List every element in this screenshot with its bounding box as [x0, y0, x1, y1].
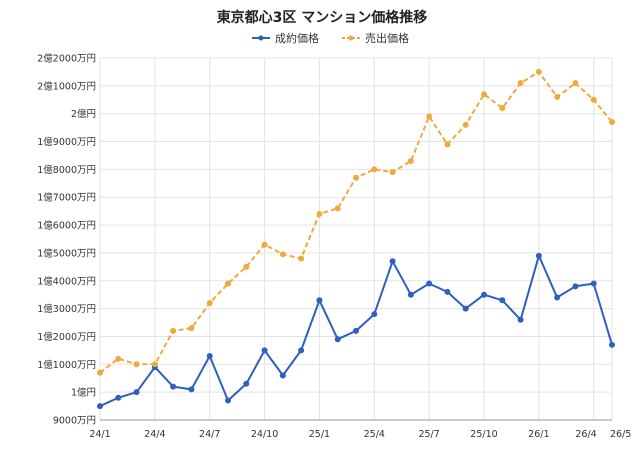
data-point-contract[interactable]	[371, 311, 378, 318]
data-point-contract[interactable]	[517, 316, 524, 323]
legend-marker-contract	[258, 35, 264, 41]
data-point-contract[interactable]	[334, 336, 341, 343]
data-point-listing[interactable]	[334, 205, 341, 212]
data-point-contract[interactable]	[572, 283, 579, 290]
y-tick-label: 1億1000万円	[37, 359, 96, 371]
series-line-listing	[99, 70, 613, 374]
data-point-contract[interactable]	[554, 294, 561, 301]
data-point-contract[interactable]	[609, 341, 615, 348]
y-tick-label: 1億7000万円	[37, 192, 96, 204]
data-point-listing[interactable]	[97, 369, 103, 376]
x-tick-label: 24/10	[251, 429, 278, 440]
data-point-contract[interactable]	[462, 305, 469, 312]
y-tick-label: 1億円	[71, 387, 96, 399]
x-tick-label: 26/1	[528, 429, 549, 440]
data-point-contract[interactable]	[97, 403, 103, 410]
data-point-listing[interactable]	[316, 210, 323, 217]
legend-item-contract[interactable]: 成約価格	[252, 31, 319, 45]
y-tick-label: 1億6000万円	[37, 220, 96, 232]
y-tick-label: 1億5000万円	[37, 247, 96, 259]
data-point-contract[interactable]	[407, 291, 414, 298]
y-tick-label: 1億4000万円	[37, 275, 96, 287]
data-point-listing[interactable]	[535, 68, 542, 75]
data-point-contract[interactable]	[316, 297, 323, 304]
data-point-listing[interactable]	[554, 93, 561, 100]
x-tick-label: 24/4	[144, 429, 165, 440]
data-point-listing[interactable]	[407, 158, 414, 165]
x-tick-label: 24/7	[199, 429, 220, 440]
x-tick-label: 26/4	[575, 429, 596, 440]
data-point-listing[interactable]	[371, 166, 378, 173]
chart-title: 東京都心3区 マンション価格推移	[217, 9, 428, 26]
data-point-contract[interactable]	[261, 347, 268, 354]
data-point-listing[interactable]	[481, 91, 487, 98]
data-point-contract[interactable]	[279, 372, 286, 379]
data-point-contract[interactable]	[298, 347, 305, 354]
data-point-contract[interactable]	[243, 380, 250, 387]
data-point-contract[interactable]	[115, 394, 122, 401]
legend: 成約価格 売出価格	[252, 31, 409, 45]
x-tick-label: 25/4	[364, 429, 385, 440]
data-point-contract[interactable]	[499, 297, 506, 304]
data-point-listing[interactable]	[353, 174, 359, 181]
data-point-listing[interactable]	[590, 96, 597, 103]
data-point-contract[interactable]	[225, 397, 231, 404]
legend-label-listing: 売出価格	[365, 31, 409, 45]
y-tick-label: 2億1000万円	[37, 80, 96, 92]
data-point-listing[interactable]	[298, 255, 305, 262]
legend-label-contract: 成約価格	[275, 31, 319, 45]
data-point-listing[interactable]	[133, 361, 140, 368]
x-tick-label: 24/1	[89, 429, 110, 440]
data-point-listing[interactable]	[261, 241, 268, 248]
grid	[99, 57, 613, 421]
data-point-listing[interactable]	[462, 121, 469, 128]
data-point-contract[interactable]	[353, 327, 359, 334]
data-point-contract[interactable]	[206, 352, 213, 359]
data-point-listing[interactable]	[243, 263, 250, 270]
data-point-listing[interactable]	[389, 169, 396, 176]
y-tick-label: 2億円	[71, 108, 96, 120]
x-axis: 24/1 24/4 24/7 24/10 25/1 25/4 25/7 25/10 26/1 26…	[89, 419, 631, 440]
legend-item-listing[interactable]: 売出価格	[342, 31, 409, 45]
data-point-listing[interactable]	[609, 119, 615, 126]
x-tick-label: 26/5	[610, 429, 631, 440]
x-tick-label: 25/10	[470, 429, 497, 440]
data-point-listing[interactable]	[188, 325, 195, 332]
data-point-contract[interactable]	[133, 389, 140, 396]
y-tick-label: 1億8000万円	[37, 164, 96, 176]
data-point-listing[interactable]	[572, 80, 579, 87]
x-tick-label: 25/7	[418, 429, 439, 440]
y-tick-label: 1億3000万円	[37, 303, 96, 315]
data-point-listing[interactable]	[499, 105, 506, 112]
data-point-listing[interactable]	[151, 361, 158, 368]
data-point-listing[interactable]	[206, 300, 213, 307]
y-axis: 2億2000万円 2億1000万円 2億円 1億9000万円 1億8000万円 1億700…	[37, 53, 96, 427]
data-point-contract[interactable]	[389, 258, 396, 265]
legend-marker-listing	[348, 35, 354, 41]
data-point-listing[interactable]	[279, 251, 286, 258]
data-point-contract[interactable]	[170, 383, 177, 390]
y-tick-label: 1億2000万円	[37, 331, 96, 343]
x-tick-label: 25/1	[309, 429, 330, 440]
data-point-contract[interactable]	[188, 386, 195, 393]
data-point-contract[interactable]	[481, 291, 487, 298]
data-point-listing[interactable]	[444, 141, 451, 148]
y-tick-label: 2億2000万円	[37, 53, 96, 65]
data-point-listing[interactable]	[115, 355, 122, 362]
data-point-contract[interactable]	[535, 252, 542, 259]
data-point-contract[interactable]	[590, 280, 597, 287]
data-point-listing[interactable]	[426, 113, 433, 120]
data-point-listing[interactable]	[225, 280, 231, 287]
data-point-listing[interactable]	[517, 80, 524, 87]
y-tick-label: 9000万円	[53, 416, 96, 427]
series	[97, 68, 615, 410]
data-point-contract[interactable]	[444, 288, 451, 295]
y-tick-label: 1億9000万円	[37, 136, 96, 148]
data-point-contract[interactable]	[426, 280, 433, 287]
data-point-listing[interactable]	[170, 327, 177, 334]
